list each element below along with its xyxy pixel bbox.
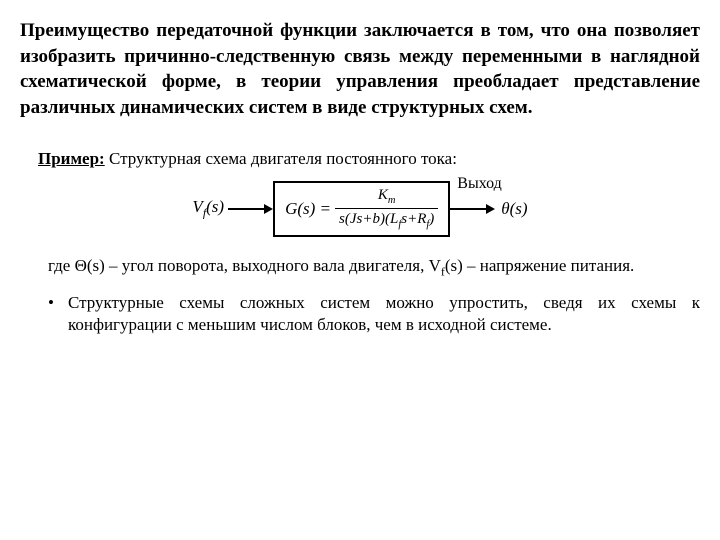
block-lhs: G(s) = [285, 199, 331, 219]
example-label: Пример: [38, 149, 105, 168]
bullet-list: • Структурные схемы сложных систем можно… [48, 292, 700, 338]
example-heading: Пример: Структурная схема двигателя пост… [38, 149, 700, 169]
arrow-output-head [486, 204, 495, 214]
block-diagram: Vf(s) G(s) = Km s(Js+b)(Lfs+Rf) Выход θ(… [20, 181, 700, 237]
example-title: Структурная схема двигателя постоянного … [109, 149, 457, 168]
bullet-text: Структурные схемы сложных систем можно у… [68, 292, 700, 338]
numerator: Km [374, 187, 400, 207]
arrow-input [228, 208, 264, 210]
denominator: s(Js+b)(Lfs+Rf) [335, 211, 438, 231]
diagram-input-vf: Vf(s) [192, 197, 228, 220]
bullet-item: • Структурные схемы сложных систем можно… [48, 292, 700, 338]
diagram-output-theta: θ(s) [495, 199, 527, 218]
bullet-marker-icon: • [48, 292, 54, 338]
arrow-input-head [264, 204, 273, 214]
transfer-function-block: G(s) = Km s(Js+b)(Lfs+Rf) [273, 181, 450, 237]
output-wrap: Выход θ(s) [495, 199, 527, 219]
arrow-output [450, 208, 486, 210]
fraction: Km s(Js+b)(Lfs+Rf) [335, 187, 438, 231]
fraction-bar [335, 208, 438, 209]
variable-description: где Θ(s) – угол поворота, выходного вала… [48, 255, 700, 280]
output-top-label: Выход [457, 175, 502, 193]
main-paragraph: Преимущество передаточной функции заключ… [20, 18, 700, 121]
